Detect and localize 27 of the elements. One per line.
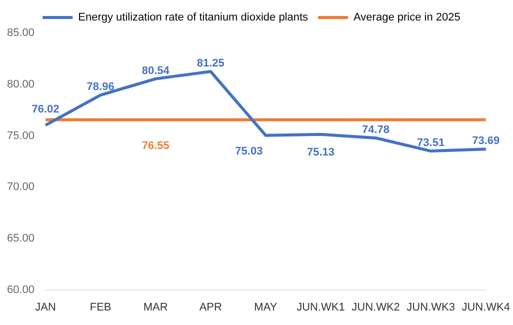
x-tick-label: JAN [35,301,56,314]
x-tick-label: APR [199,301,222,314]
x-tick-label: JUN.WK3 [406,301,455,314]
y-tick-label: 85.00 [6,27,35,40]
legend-label: Energy utilization rate of titanium dioxide plants [78,12,309,24]
data-label: 75.13 [306,146,334,158]
y-tick-label: 75.00 [6,130,35,142]
data-label: 78.96 [86,81,114,94]
data-label: 73.51 [417,137,445,150]
y-tick-label: 60.00 [6,284,35,296]
y-tick-label: 70.00 [6,181,35,194]
x-tick-label: JUN.WK2 [352,301,400,314]
data-label: 80.54 [142,64,170,77]
data-label: 74.78 [362,124,390,136]
data-label: 75.03 [235,145,263,158]
data-label: 76.02 [32,103,60,116]
y-tick-label: 65.00 [6,232,35,244]
data-label: 76.55 [142,140,170,152]
x-tick-label: FEB [90,301,112,314]
x-tick-label: MAR [143,301,168,314]
data-label: 81.25 [196,58,224,70]
x-tick-label: MAY [254,301,278,314]
x-tick-label: JUN.WK4 [462,301,510,314]
y-tick-label: 80.00 [6,78,35,90]
x-tick-label: JUN.WK1 [296,301,345,314]
data-label: 73.69 [472,135,500,148]
legend-label: Average price in 2025 [354,12,460,24]
